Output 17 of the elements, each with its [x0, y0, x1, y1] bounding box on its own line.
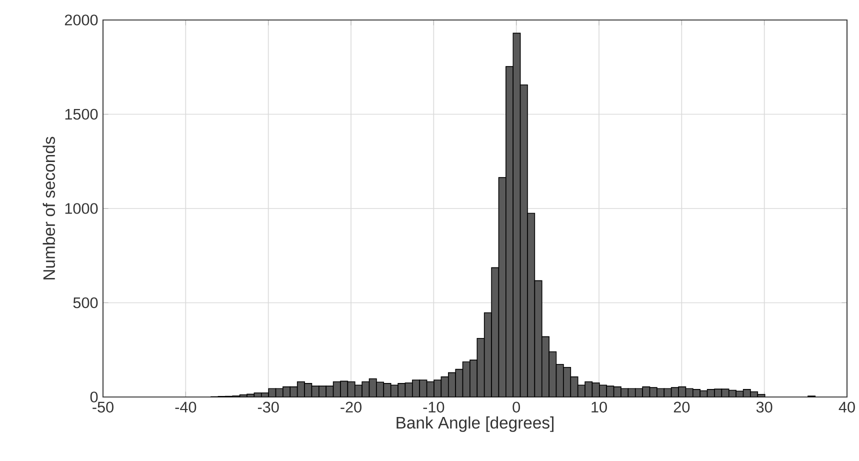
y-axis-title: Number of seconds: [42, 136, 56, 280]
x-tick-label: 20: [674, 402, 690, 413]
x-tick-label: 40: [838, 402, 855, 413]
x-tick-label: -10: [423, 402, 444, 413]
y-tick-label: 2000: [64, 14, 98, 26]
x-axis-title: Bank Angle [degrees]: [396, 416, 554, 432]
x-tick-label: 0: [512, 402, 520, 413]
x-tick-label: -50: [92, 402, 114, 413]
y-tick-label: 0: [90, 392, 98, 402]
x-tick-label: 10: [592, 402, 607, 413]
x-tick-label: -20: [340, 402, 362, 413]
y-tick-label: 500: [73, 297, 98, 308]
x-tick-label: 30: [756, 402, 772, 413]
x-tick-label: -30: [258, 402, 279, 413]
y-tick-label: 1500: [65, 108, 98, 120]
y-tick-label: 1000: [65, 203, 98, 214]
x-tick-label: -40: [175, 402, 196, 413]
